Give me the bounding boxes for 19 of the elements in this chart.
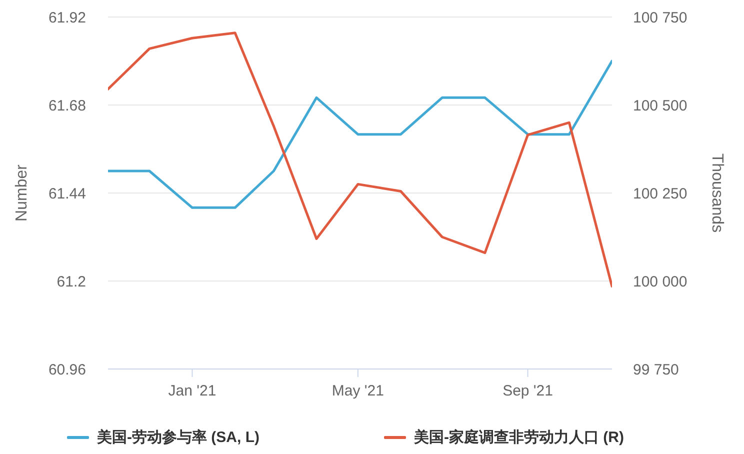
y2-tick-label: 100 250 — [633, 185, 688, 202]
y2-axis-title: Thousands — [708, 153, 726, 233]
line-series — [108, 60, 612, 209]
x-tick-label: May '21 — [332, 382, 384, 400]
y-axis-title: Number — [14, 164, 30, 222]
y-tick-label: 61.2 — [56, 273, 86, 290]
y2-tick-label: 100 500 — [633, 97, 688, 114]
line-series — [108, 32, 612, 288]
y-tick-label: 60.96 — [48, 361, 86, 378]
y-tick-label: 61.68 — [48, 97, 86, 114]
x-tick-label: Jan '21 — [168, 382, 216, 400]
legend-label: 美国-家庭调查非劳动力人口 (R) — [414, 428, 624, 447]
x-tick-label: Sep '21 — [502, 382, 553, 400]
y2-tick-label: 99 750 — [633, 361, 679, 378]
y-tick-label: 61.92 — [48, 9, 86, 26]
y2-tick-label: 100 750 — [633, 9, 688, 26]
y-tick-label: 61.44 — [48, 185, 86, 202]
legend-label: 美国-劳动参与率 (SA, L) — [97, 428, 260, 447]
y2-tick-label: 100 000 — [633, 273, 688, 290]
